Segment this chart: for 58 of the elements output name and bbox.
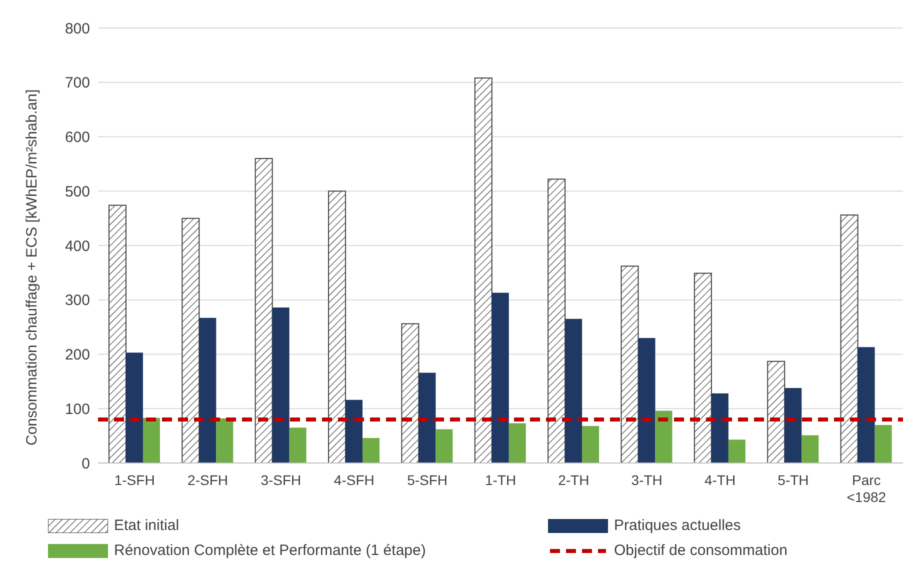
bar <box>126 352 143 463</box>
bar <box>418 372 436 463</box>
legend-label: Rénovation Complète et Performante (1 étape) <box>114 542 426 559</box>
y-tick-label: 600 <box>64 129 90 146</box>
x-tick-label: 4-TH <box>704 472 736 488</box>
legend-label: Objectif de consommation <box>614 542 788 559</box>
x-tick-label: 2-TH <box>558 472 590 488</box>
bar <box>582 426 600 463</box>
bar <box>874 424 892 463</box>
x-tick-label: 3-TH <box>631 472 662 488</box>
bar <box>767 360 786 463</box>
y-axis-title: Consommation chauffage + ECS [kWhEP/m²shab.an] <box>23 89 40 446</box>
bar <box>548 178 566 463</box>
bar <box>182 218 200 463</box>
bar <box>492 292 509 463</box>
y-tick-label: 500 <box>64 183 90 200</box>
x-tick-label: 1-SFH <box>114 472 155 488</box>
bar <box>272 307 290 463</box>
bar <box>474 78 492 463</box>
x-tick-label: 4-SFH <box>334 472 374 488</box>
x-tick-label: 1-TH <box>484 472 516 488</box>
bar <box>142 418 160 463</box>
bar <box>694 272 712 463</box>
bar <box>199 318 216 463</box>
bar <box>840 214 858 463</box>
bar <box>620 266 639 463</box>
bar <box>401 323 420 463</box>
x-tick-label: 3-SFH <box>260 472 302 488</box>
legend-label: Etat initial <box>114 517 180 534</box>
y-tick-label: 300 <box>64 292 90 310</box>
bar <box>565 318 582 463</box>
bar <box>655 410 672 463</box>
bar <box>436 429 453 463</box>
y-tick-label: 800 <box>64 20 90 38</box>
x-tick-label: Parc <1982 <box>846 472 886 505</box>
y-tick-label: 400 <box>64 238 90 255</box>
bar <box>711 393 728 463</box>
legend-label: Pratiques actuelles <box>614 517 741 534</box>
y-tick-label: 0 <box>82 455 90 472</box>
y-tick-label: 100 <box>64 400 90 418</box>
bar <box>328 190 346 463</box>
bar <box>362 438 380 463</box>
x-tick-label: 5-SFH <box>407 472 448 488</box>
bar <box>254 158 273 463</box>
y-tick-label: 700 <box>64 74 90 92</box>
bar <box>784 388 802 463</box>
y-tick-label: 200 <box>64 346 90 364</box>
bar <box>728 440 746 463</box>
bar <box>346 400 363 463</box>
bar <box>108 204 126 463</box>
bar <box>216 418 234 463</box>
bar <box>508 423 526 463</box>
bar <box>858 347 875 463</box>
bar <box>802 435 819 463</box>
bar <box>638 338 656 463</box>
bar <box>289 428 306 463</box>
x-tick-label: 5-TH <box>778 472 809 488</box>
x-tick-label: 2-SFH <box>188 472 228 488</box>
